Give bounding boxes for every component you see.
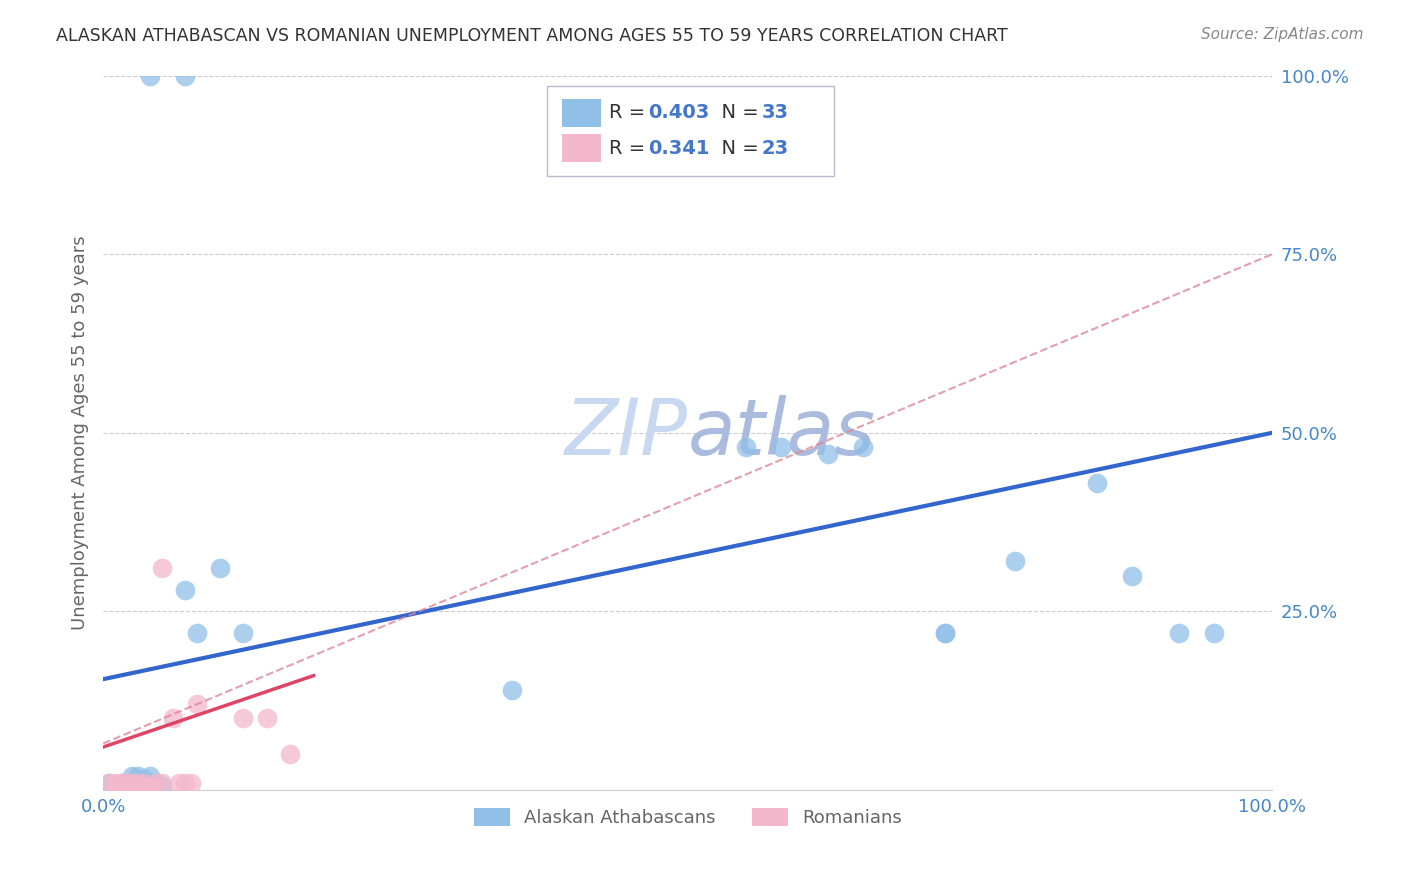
Point <box>132 776 155 790</box>
Point <box>1085 475 1108 490</box>
Text: atlas: atlas <box>688 395 876 471</box>
Point <box>145 776 167 790</box>
Point <box>1004 554 1026 568</box>
Text: R =: R = <box>609 103 652 122</box>
Legend: Alaskan Athabascans, Romanians: Alaskan Athabascans, Romanians <box>467 801 910 835</box>
Point <box>770 440 793 454</box>
Text: 0.403: 0.403 <box>648 103 709 122</box>
Point <box>110 776 132 790</box>
Point <box>186 697 208 711</box>
Text: N =: N = <box>709 139 765 158</box>
Point <box>127 780 149 794</box>
Point <box>180 776 202 790</box>
Point <box>817 447 839 461</box>
Point <box>104 780 127 794</box>
Point <box>934 625 956 640</box>
Point <box>852 440 875 454</box>
Text: 0.341: 0.341 <box>648 139 710 158</box>
Text: 33: 33 <box>762 103 789 122</box>
Text: ZIP: ZIP <box>565 395 688 471</box>
Text: Source: ZipAtlas.com: Source: ZipAtlas.com <box>1201 27 1364 42</box>
FancyBboxPatch shape <box>561 134 602 162</box>
Point <box>132 772 155 787</box>
Point <box>115 780 138 794</box>
Point <box>167 776 190 790</box>
Point <box>139 69 162 83</box>
Point <box>139 780 162 794</box>
Text: N =: N = <box>709 103 765 122</box>
Point <box>115 776 138 790</box>
Point <box>115 780 138 794</box>
Point <box>98 776 121 790</box>
FancyBboxPatch shape <box>547 87 834 176</box>
FancyBboxPatch shape <box>561 99 602 127</box>
Point <box>186 625 208 640</box>
Y-axis label: Unemployment Among Ages 55 to 59 years: Unemployment Among Ages 55 to 59 years <box>72 235 89 630</box>
Point <box>1168 625 1191 640</box>
Point <box>232 625 254 640</box>
Text: R =: R = <box>609 139 652 158</box>
Point <box>150 780 173 794</box>
Point <box>174 582 197 597</box>
Text: ALASKAN ATHABASCAN VS ROMANIAN UNEMPLOYMENT AMONG AGES 55 TO 59 YEARS CORRELATIO: ALASKAN ATHABASCAN VS ROMANIAN UNEMPLOYM… <box>56 27 1008 45</box>
Point <box>1202 625 1225 640</box>
Point <box>174 69 197 83</box>
Point <box>150 561 173 575</box>
Text: 23: 23 <box>762 139 789 158</box>
Point <box>104 780 127 794</box>
Point <box>127 769 149 783</box>
Point <box>121 776 143 790</box>
Point <box>150 776 173 790</box>
Point <box>174 776 197 790</box>
Point <box>110 776 132 790</box>
Point <box>934 625 956 640</box>
Point <box>735 440 758 454</box>
Point <box>121 769 143 783</box>
Point <box>256 711 278 725</box>
Point <box>232 711 254 725</box>
Point <box>1121 568 1143 582</box>
Point <box>145 776 167 790</box>
Point <box>121 780 143 794</box>
Point <box>278 747 301 762</box>
Point <box>127 776 149 790</box>
Point <box>104 776 127 790</box>
Point <box>139 769 162 783</box>
Point <box>501 682 523 697</box>
Point <box>127 776 149 790</box>
Point <box>121 776 143 790</box>
Point <box>162 711 184 725</box>
Point <box>209 561 232 575</box>
Point <box>98 776 121 790</box>
